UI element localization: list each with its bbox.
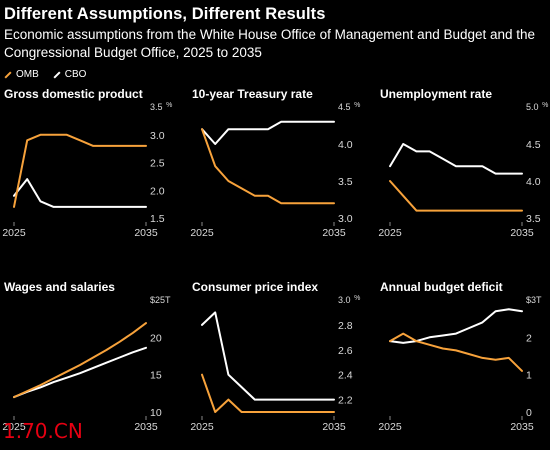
y-tick-label-deficit: 0 [526, 407, 532, 419]
x-tick-label-treasury: 2035 [322, 227, 346, 239]
series-line-omb-gdp [13, 133, 147, 208]
series-line-omb-unemployment [389, 180, 523, 212]
x-tick-label-deficit: 2025 [378, 421, 402, 433]
series-line-cbo-unemployment [389, 143, 523, 175]
y-unit-label-unemployment: % [542, 102, 548, 109]
y-unit-label-cpi: % [354, 295, 360, 302]
x-tick-label-cpi: 2035 [322, 421, 346, 433]
y-unit-label-gdp: % [166, 102, 172, 109]
y-tick-label-gdp: 2.5 [150, 158, 165, 170]
page-title: Different Assumptions, Different Results [4, 5, 326, 23]
y-tick-label-cpi: 2.8 [338, 320, 353, 332]
panel-title-deficit: Annual budget deficit [380, 280, 503, 294]
y-tick-label-unemployment: 3.5 [526, 213, 541, 225]
series-line-omb-cpi [201, 373, 335, 413]
x-tick-label-gdp: 2035 [134, 227, 158, 239]
series-line-cbo-cpi [201, 311, 335, 401]
series-line-omb-treasury [201, 128, 335, 205]
y-tick-label-unemployment: 5.0 [526, 102, 539, 112]
y-tick-label-wages: $25T [150, 295, 171, 305]
y-tick-label-gdp: 3.5 [150, 102, 163, 112]
series-line-cbo-wages [13, 346, 147, 399]
x-tick-label-gdp: 2025 [2, 227, 26, 239]
panel-title-treasury: 10-year Treasury rate [192, 87, 313, 101]
y-tick-label-wages: 10 [150, 407, 162, 419]
panel-title-wages: Wages and salaries [4, 280, 115, 294]
y-tick-label-gdp: 2.0 [150, 185, 165, 197]
legend-label-omb: OMB [16, 69, 39, 80]
y-tick-label-cpi: 2.6 [338, 345, 353, 357]
y-tick-label-gdp: 1.5 [150, 213, 165, 225]
panel-cpi: 2.2 2.4 2.6 2.8 3.0 % 2025 2035 [190, 295, 360, 433]
panel-unemployment: 3.5 4.0 4.5 5.0 % 2025 2035 [378, 102, 548, 239]
x-tick-label-unemployment: 2025 [378, 227, 402, 239]
legend-label-cbo: CBO [64, 69, 87, 80]
x-tick-label-treasury: 2025 [190, 227, 214, 239]
series-line-cbo-treasury [201, 120, 335, 145]
y-tick-label-cpi: 2.4 [338, 370, 353, 382]
y-tick-label-treasury: 3.0 [338, 213, 353, 225]
legend: OMB CBO [4, 69, 100, 80]
y-tick-label-treasury: 4.0 [338, 139, 353, 151]
panel-treasury: 3.0 3.5 4.0 4.5 % 2025 2035 [190, 102, 360, 239]
panel-deficit: 0 1 2 $3T 2025 2035 [378, 295, 542, 433]
panel-title-cpi: Consumer price index [192, 280, 319, 294]
panel-title-unemployment: Unemployment rate [380, 87, 493, 101]
y-tick-label-unemployment: 4.0 [526, 176, 541, 188]
watermark: 1.70.CN [3, 419, 83, 443]
panel-title-gdp: Gross domestic product [4, 87, 143, 101]
y-tick-label-wages: 20 [150, 332, 162, 344]
y-tick-label-wages: 15 [150, 370, 162, 382]
y-tick-label-gdp: 3.0 [150, 130, 165, 142]
page-subtitle: Economic assumptions from the White Hous… [4, 27, 536, 60]
series-line-omb-wages [13, 322, 147, 399]
y-tick-label-treasury: 4.5 [338, 102, 351, 112]
x-tick-label-wages: 2025 [2, 421, 26, 433]
y-tick-label-deficit: $3T [526, 295, 542, 305]
y-tick-label-treasury: 3.5 [338, 176, 353, 188]
series-line-cbo-deficit [389, 308, 523, 344]
y-tick-label-deficit: 1 [526, 370, 532, 382]
y-unit-label-treasury: % [354, 102, 360, 109]
x-tick-label-deficit: 2035 [510, 421, 534, 433]
series-line-cbo-gdp [13, 178, 147, 208]
panel-gdp: 1.5 2.0 2.5 3.0 3.5 % 2025 2035 [2, 102, 172, 239]
series-line-omb-deficit [389, 332, 523, 372]
panel-wages: 10 15 20 $25T 2025 2035 [2, 295, 171, 433]
x-tick-label-wages: 2035 [134, 421, 158, 433]
y-tick-label-deficit: 2 [526, 332, 532, 344]
x-tick-label-cpi: 2025 [190, 421, 214, 433]
y-tick-label-unemployment: 4.5 [526, 139, 541, 151]
y-tick-label-cpi: 3.0 [338, 295, 351, 305]
x-tick-label-unemployment: 2035 [510, 227, 534, 239]
y-tick-label-cpi: 2.2 [338, 395, 353, 407]
